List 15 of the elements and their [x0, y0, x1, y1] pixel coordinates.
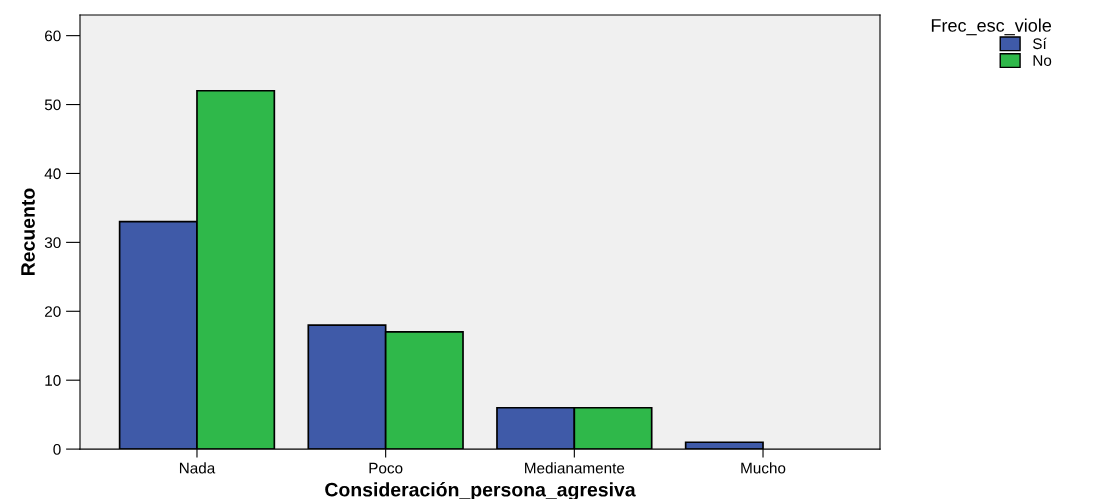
x-tick-label: Medianamente	[525, 462, 625, 474]
y-tick-label: 20	[45, 306, 61, 317]
y-axis-title: Recuento	[21, 188, 35, 276]
legend-label: Sí	[1033, 37, 1047, 50]
x-tick-label: Poco	[369, 462, 403, 474]
y-tick-label: 40	[44, 168, 61, 180]
y-tick-label: 30	[44, 237, 61, 249]
legend-label: No	[1033, 55, 1052, 66]
y-tick-label: 0	[53, 443, 61, 455]
legend-title: Frec_esc_viole	[931, 18, 1052, 36]
x-tick-label: Mucho	[741, 462, 786, 474]
y-tick-label: 50	[44, 99, 61, 111]
x-tick-label: Nada	[179, 462, 216, 474]
y-tick-label: 10	[45, 375, 61, 386]
y-tick-label: 60	[45, 30, 61, 42]
